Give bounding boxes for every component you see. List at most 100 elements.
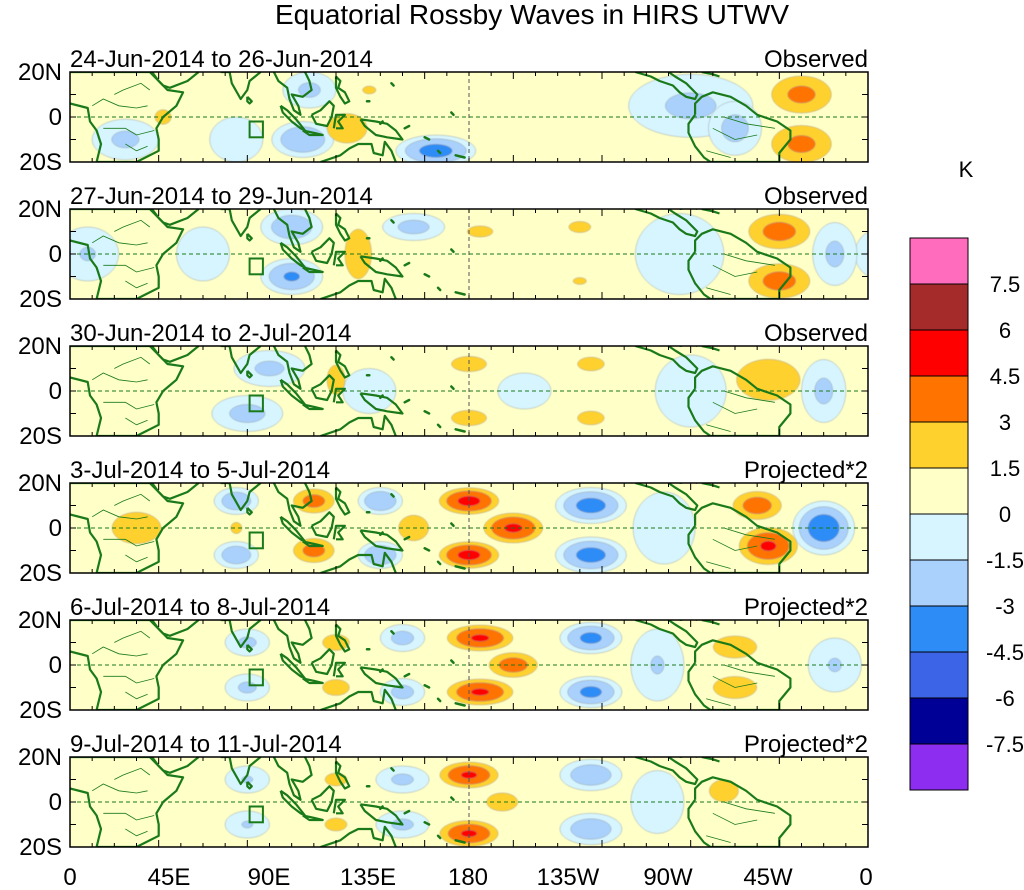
coastline bbox=[634, 757, 699, 786]
coastline bbox=[687, 502, 792, 573]
country-border bbox=[125, 828, 148, 837]
country-border bbox=[125, 691, 148, 700]
coastline-map bbox=[70, 483, 792, 573]
panel-kind: Projected*2 bbox=[744, 594, 868, 621]
y-tick-label: 20S bbox=[19, 423, 62, 450]
coastline bbox=[272, 209, 313, 253]
positive-anomaly-contour bbox=[787, 135, 816, 153]
x-axis-ticks: 0 45E 90E 135E 180 135W 90W 45W 0 bbox=[63, 864, 872, 890]
coastline bbox=[149, 209, 200, 226]
coastline bbox=[149, 72, 200, 89]
positive-anomaly-contour bbox=[568, 221, 591, 233]
negative-anomaly-contour bbox=[391, 685, 414, 700]
island bbox=[454, 428, 466, 433]
country-border bbox=[712, 675, 758, 688]
negative-anomaly-contour bbox=[721, 114, 749, 143]
country-border bbox=[114, 82, 151, 95]
country-border bbox=[723, 664, 775, 677]
coastline bbox=[687, 91, 792, 162]
island bbox=[379, 805, 384, 811]
coastline bbox=[634, 483, 699, 512]
country-border bbox=[723, 390, 775, 403]
country-border bbox=[706, 424, 731, 432]
negative-anomaly-contour bbox=[271, 215, 313, 239]
panel-kind: Observed bbox=[764, 320, 868, 347]
island bbox=[454, 565, 466, 570]
panel-2: 20N 0 20S 27-Jun-2014 to 29-Jun-2014 Observe… bbox=[18, 183, 869, 313]
country-border bbox=[712, 812, 758, 825]
y-tick-label: 0 bbox=[49, 789, 62, 816]
coastline bbox=[246, 507, 253, 516]
region-box bbox=[248, 120, 264, 139]
x-tick-label: 90E bbox=[248, 864, 291, 890]
country-border bbox=[114, 356, 151, 369]
island bbox=[450, 385, 455, 391]
country-border bbox=[712, 127, 758, 140]
island bbox=[403, 398, 411, 404]
x-tick-label: 135W bbox=[537, 864, 600, 890]
coastline bbox=[334, 486, 351, 516]
island bbox=[423, 547, 431, 552]
coastline bbox=[320, 688, 397, 710]
colorbar-units: K bbox=[959, 157, 974, 182]
panel-kind: Projected*2 bbox=[744, 457, 868, 484]
panel-kind: Observed bbox=[764, 183, 868, 210]
negative-anomaly-contour bbox=[209, 116, 264, 162]
coastline bbox=[334, 623, 351, 653]
coastline bbox=[359, 118, 404, 141]
colorbar-level-label: -1.5 bbox=[986, 548, 1024, 573]
coastline bbox=[334, 349, 351, 379]
coastline bbox=[70, 483, 185, 573]
coastline bbox=[359, 392, 404, 415]
coastline-map bbox=[70, 757, 792, 847]
y-tick-label: 20S bbox=[19, 149, 62, 176]
coastline bbox=[320, 277, 397, 299]
coastline bbox=[359, 255, 404, 278]
positive-anomaly-contour bbox=[322, 679, 350, 696]
country-border bbox=[91, 646, 148, 657]
country-border bbox=[706, 561, 731, 569]
island bbox=[390, 82, 395, 87]
x-tick-label: 135E bbox=[340, 864, 396, 890]
island bbox=[436, 697, 442, 703]
coastline bbox=[279, 241, 307, 269]
panel-date-range: 3-Jul-2014 to 5-Jul-2014 bbox=[70, 457, 330, 484]
coastline bbox=[334, 760, 351, 790]
coastline bbox=[246, 370, 253, 379]
country-border bbox=[706, 287, 731, 295]
y-tick-label: 20N bbox=[18, 333, 62, 360]
x-tick-label: 0 bbox=[63, 864, 76, 890]
coastline bbox=[687, 365, 792, 436]
coastline bbox=[687, 228, 792, 299]
positive-anomaly-contour bbox=[577, 357, 605, 372]
coastline bbox=[302, 677, 324, 685]
coastline bbox=[310, 648, 335, 676]
island bbox=[390, 219, 395, 224]
country-border bbox=[103, 538, 155, 547]
coastline bbox=[320, 825, 397, 847]
island bbox=[403, 535, 411, 541]
coastline bbox=[246, 644, 253, 653]
negative-anomaly-contour bbox=[655, 354, 727, 428]
positive-anomaly-contour bbox=[787, 85, 816, 104]
panel-4: 20N 0 20S 3-Jul-2014 to 5-Jul-2014 Projected… bbox=[18, 457, 869, 587]
panel-date-range: 30-Jun-2014 to 2-Jul-2014 bbox=[70, 320, 352, 347]
island bbox=[403, 809, 411, 815]
panel-1: 20N 0 20S 24-Jun-2014 to 26-Jun-2014 Observe… bbox=[18, 46, 869, 176]
colorbar-level-label: 1.5 bbox=[990, 456, 1021, 481]
coastline bbox=[302, 129, 324, 137]
country-border bbox=[103, 127, 155, 136]
negative-anomaly-contour bbox=[632, 491, 696, 565]
y-tick-label: 20N bbox=[18, 59, 62, 86]
positive-anomaly-contour bbox=[760, 540, 777, 552]
country-border bbox=[103, 812, 155, 821]
panel-date-range: 9-Jul-2014 to 11-Jul-2014 bbox=[70, 731, 342, 758]
coastline bbox=[220, 209, 262, 238]
coastline bbox=[149, 757, 200, 774]
y-tick-label: 20S bbox=[19, 834, 62, 861]
coastline bbox=[359, 529, 404, 552]
coastline bbox=[332, 250, 346, 267]
coastline bbox=[220, 620, 262, 649]
y-tick-label: 20N bbox=[18, 607, 62, 634]
coastline-map bbox=[70, 209, 792, 299]
